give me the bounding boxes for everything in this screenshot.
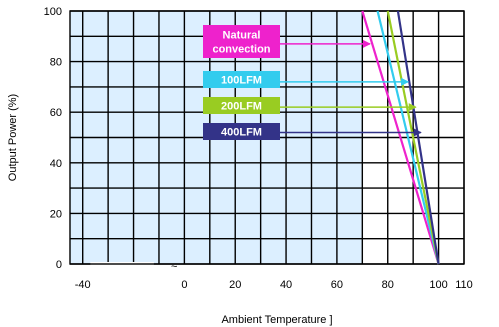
series-line	[386, 10, 440, 265]
y-tick-label: 80	[50, 57, 62, 69]
legend-annotations: Natural convection 100LFM 200LFM 400LFM	[203, 25, 422, 140]
series-line	[361, 10, 440, 265]
x-tick-label: 100	[429, 279, 447, 291]
x-tick-labels: -40 0 20 40 60 80 100 110	[75, 279, 473, 291]
x-tick-label: 0	[181, 279, 187, 291]
annotation-box	[203, 71, 280, 88]
x-tick-label: 60	[331, 279, 343, 291]
annotation-label: convection	[212, 44, 270, 56]
x-tick-label: 110	[455, 279, 473, 291]
x-tick-label: -40	[75, 279, 91, 291]
annotation-box	[203, 97, 280, 114]
annotation-box	[203, 25, 280, 58]
y-tick-label: 0	[56, 259, 62, 271]
y-tick-label: 20	[50, 208, 62, 220]
annotation-label: 400LFM	[221, 127, 262, 139]
series-line	[376, 10, 440, 265]
series-lines	[361, 10, 440, 265]
annotation-label: Natural	[223, 30, 261, 42]
x-tick-label: 20	[229, 279, 241, 291]
annotation-label: 200LFM	[221, 101, 262, 113]
y-tick-labels: 0 20 40 60 80 100	[44, 6, 62, 271]
y-axis-label: Output Power (%)	[7, 94, 19, 181]
x-tick-label: 80	[382, 279, 394, 291]
y-tick-label: 40	[50, 158, 62, 170]
annotation-box	[203, 123, 280, 140]
y-tick-label: 100	[44, 6, 62, 18]
x-tick-label: 40	[280, 279, 292, 291]
plot-frame	[69, 10, 465, 265]
x-axis-label: Ambient Temperature ]	[221, 314, 332, 326]
series-line	[396, 10, 440, 265]
y-tick-label: 60	[50, 107, 62, 119]
small-mark: ~	[171, 261, 177, 273]
annotation-label: 100LFM	[221, 75, 262, 87]
